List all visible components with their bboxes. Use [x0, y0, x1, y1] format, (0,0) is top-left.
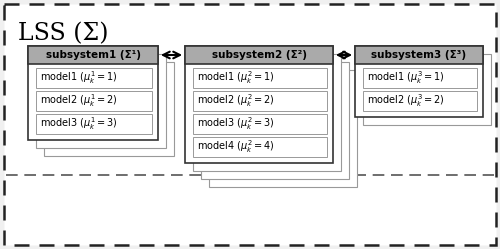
Text: model2 ($\mu_k^2 = 2$): model2 ($\mu_k^2 = 2$) — [197, 93, 275, 109]
Bar — [36, 91, 152, 111]
Bar — [363, 68, 477, 88]
Bar — [193, 114, 327, 134]
Bar — [355, 46, 483, 117]
Text: LSS (Σ): LSS (Σ) — [18, 22, 108, 45]
Text: model1 ($\mu_k^3 = 1$): model1 ($\mu_k^3 = 1$) — [367, 70, 445, 86]
Bar — [209, 70, 357, 187]
Bar — [44, 62, 174, 156]
Bar — [28, 46, 158, 140]
Text: subsystem3 (Σ³): subsystem3 (Σ³) — [372, 50, 466, 60]
Text: subsystem1 (Σ¹): subsystem1 (Σ¹) — [46, 50, 140, 60]
Bar — [36, 54, 166, 148]
Text: model1 ($\mu_k^1 = 1$): model1 ($\mu_k^1 = 1$) — [40, 70, 118, 86]
Text: model3 ($\mu_k^1 = 3$): model3 ($\mu_k^1 = 3$) — [40, 116, 118, 132]
Bar — [185, 46, 333, 64]
Bar — [363, 54, 491, 125]
Text: model3 ($\mu_k^2 = 3$): model3 ($\mu_k^2 = 3$) — [197, 116, 275, 132]
Text: subsystem2 (Σ²): subsystem2 (Σ²) — [212, 50, 306, 60]
Text: model4 ($\mu_k^2 = 4$): model4 ($\mu_k^2 = 4$) — [197, 139, 275, 155]
Bar — [363, 91, 477, 111]
Bar — [28, 46, 158, 64]
Bar — [355, 46, 483, 64]
Bar — [193, 91, 327, 111]
Bar — [193, 54, 341, 171]
Text: model2 ($\mu_k^1 = 2$): model2 ($\mu_k^1 = 2$) — [40, 93, 118, 109]
Bar — [193, 137, 327, 157]
Text: model1 ($\mu_k^2 = 1$): model1 ($\mu_k^2 = 1$) — [197, 70, 275, 86]
Text: model2 ($\mu_k^3 = 2$): model2 ($\mu_k^3 = 2$) — [367, 93, 445, 109]
Bar — [185, 46, 333, 163]
Bar — [201, 62, 349, 179]
Bar — [36, 68, 152, 88]
Bar — [193, 68, 327, 88]
Bar — [36, 114, 152, 134]
